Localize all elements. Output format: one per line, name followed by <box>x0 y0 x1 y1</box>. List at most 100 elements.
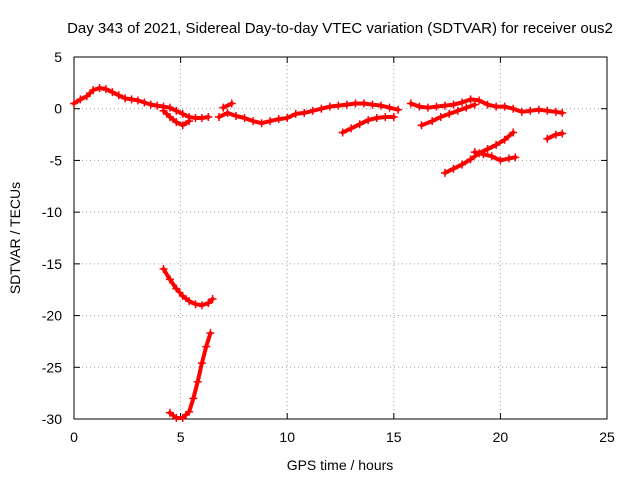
data-point <box>133 96 142 105</box>
data-point <box>127 95 136 104</box>
data-point <box>146 100 155 109</box>
x-tick-label: 25 <box>599 429 615 445</box>
data-point <box>208 295 217 304</box>
data-point <box>500 135 509 144</box>
data-point <box>257 119 266 128</box>
y-tick-label: -15 <box>42 256 62 272</box>
data-point <box>462 103 471 112</box>
data-point <box>249 117 258 126</box>
data-point <box>325 102 334 111</box>
data-point <box>76 95 85 104</box>
data-point <box>558 108 567 117</box>
data-point <box>219 103 228 112</box>
series-arc-1 <box>72 86 211 120</box>
data-point <box>178 121 187 130</box>
data-point <box>178 413 187 422</box>
data-point <box>308 106 317 115</box>
x-tick-label: 10 <box>279 429 295 445</box>
data-point <box>140 98 149 107</box>
data-point <box>342 100 351 109</box>
data-point <box>504 154 513 163</box>
data-point <box>432 102 441 111</box>
y-axis-label: SDTVAR / TECUs <box>7 182 23 294</box>
data-point <box>483 100 492 109</box>
data-point <box>101 85 110 94</box>
data-point <box>436 112 445 121</box>
data-point <box>385 103 394 112</box>
data-point <box>492 140 501 149</box>
y-tick-label: -5 <box>50 152 63 168</box>
chart-title: Day 343 of 2021, Sidereal Day-to-day VTE… <box>67 20 613 37</box>
data-point <box>95 84 104 93</box>
data-point <box>470 148 479 157</box>
y-tick-label: -10 <box>42 204 62 220</box>
data-point <box>191 300 200 309</box>
data-point <box>449 100 458 109</box>
data-point <box>197 359 206 368</box>
data-point <box>300 108 309 117</box>
data-point <box>189 394 198 403</box>
data-point <box>334 101 343 110</box>
data-point <box>440 101 449 110</box>
data-point <box>517 107 526 116</box>
data-point <box>172 106 181 115</box>
data-point <box>178 291 187 300</box>
data-point <box>415 102 424 111</box>
data-point <box>428 117 437 126</box>
x-tick-label: 20 <box>493 429 509 445</box>
data-point <box>159 265 168 274</box>
data-point <box>165 275 174 284</box>
data-point <box>274 115 283 124</box>
data-point <box>496 156 505 165</box>
data-point <box>214 112 223 121</box>
data-point <box>204 112 213 121</box>
series-arc-11 <box>161 267 215 308</box>
series-arc-3 <box>217 101 401 126</box>
plot-frame <box>73 56 608 420</box>
data-point <box>551 107 560 116</box>
data-point <box>283 114 292 123</box>
data-point <box>449 164 458 173</box>
data-point <box>165 408 174 417</box>
data-point <box>364 116 373 125</box>
data-point <box>206 329 215 338</box>
data-point <box>475 96 484 105</box>
data-point <box>178 109 187 118</box>
data-point <box>355 120 364 129</box>
data-point <box>114 91 123 100</box>
data-point <box>487 152 496 161</box>
x-tick-label: 5 <box>177 429 185 445</box>
data-point <box>359 99 368 108</box>
data-point <box>368 100 377 109</box>
data-point <box>193 377 202 386</box>
data-point <box>185 407 194 416</box>
data-point <box>153 101 162 110</box>
x-axis-label: GPS time / hours <box>287 457 394 473</box>
data-point <box>466 95 475 104</box>
data-point <box>470 100 479 109</box>
y-tick-label: -30 <box>42 411 62 427</box>
data-series <box>70 84 567 422</box>
data-point <box>453 106 462 115</box>
data-point <box>440 168 449 177</box>
data-point <box>291 109 300 118</box>
data-point <box>165 103 174 112</box>
data-point <box>479 150 488 159</box>
data-point <box>185 117 194 126</box>
data-point <box>240 114 249 123</box>
data-point <box>394 105 403 114</box>
data-point <box>466 155 475 164</box>
data-point <box>232 111 241 120</box>
data-point <box>82 92 91 101</box>
x-tick-label: 15 <box>386 429 402 445</box>
data-point <box>172 118 181 127</box>
data-point <box>417 121 426 130</box>
data-point <box>266 117 275 126</box>
data-point <box>526 106 535 115</box>
data-point <box>338 128 347 137</box>
data-point <box>197 114 206 123</box>
data-point <box>202 342 211 351</box>
data-point <box>351 99 360 108</box>
data-point <box>458 160 467 169</box>
